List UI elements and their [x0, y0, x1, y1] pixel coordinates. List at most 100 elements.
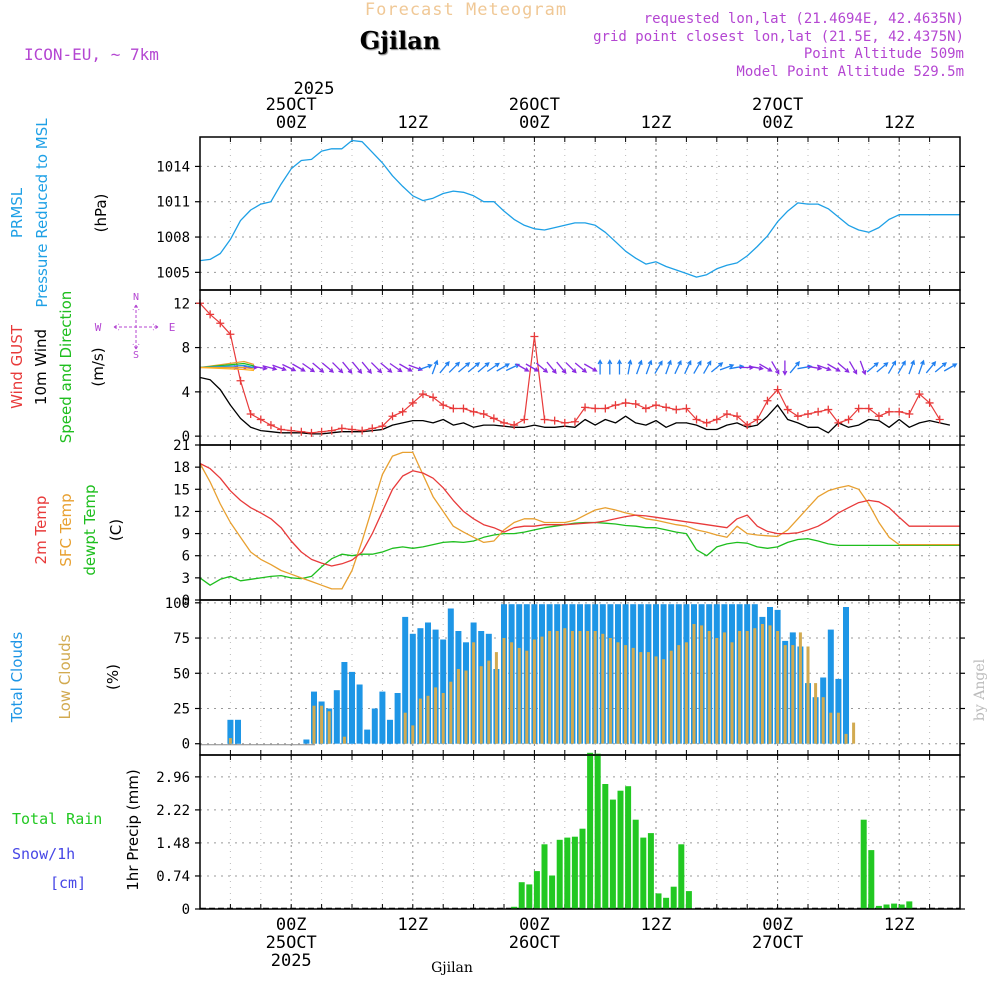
gust-marker — [317, 427, 326, 436]
low-cloud-bar — [783, 645, 787, 744]
gust-marker — [500, 418, 508, 427]
low-cloud-bar — [593, 631, 597, 744]
gust-marker — [682, 404, 691, 413]
low-cloud-bar — [570, 631, 574, 744]
wind-direction-arrow — [748, 365, 764, 371]
y-tick-label: 75 — [173, 631, 190, 647]
top-date-label: 25OCT — [266, 95, 317, 115]
y-tick-label: 6 — [182, 549, 190, 565]
rain-bar — [594, 753, 601, 909]
wind-direction-arrow — [525, 363, 540, 372]
wind-direction-arrow — [583, 363, 598, 372]
low-cloud-bar — [411, 725, 415, 744]
wind-fan-line — [199, 362, 255, 369]
compass-arrows — [113, 304, 159, 350]
gust-marker — [337, 424, 346, 433]
gust-marker — [834, 418, 843, 427]
low-cloud-bar — [776, 631, 780, 744]
wind-direction-arrow — [262, 365, 278, 371]
wind-fan-line — [200, 366, 255, 370]
wind-direction-arrow — [934, 362, 947, 373]
gust-marker — [429, 393, 438, 402]
low-cloud-bar — [624, 645, 628, 744]
temp-2m-label: 2m Temp — [32, 496, 50, 565]
wind-fan-line — [199, 360, 255, 369]
wind-direction-arrow — [597, 359, 603, 375]
compass-rose: N S W E — [95, 292, 176, 361]
wind-direction-arrow — [477, 362, 490, 373]
low-cloud-bar — [806, 646, 810, 744]
wind-direction-arrow — [759, 363, 773, 372]
gust-marker — [439, 401, 448, 410]
gust-marker — [753, 415, 762, 424]
wind-fan-line — [199, 364, 255, 369]
gust-marker — [591, 404, 600, 413]
gust-marker — [692, 415, 701, 424]
total-cloud-bar — [349, 671, 355, 744]
total-rain-label: Total Rain — [12, 810, 102, 828]
dewpoint-line — [200, 521, 960, 586]
low-cloud-bar — [798, 632, 802, 744]
gust-marker — [712, 415, 721, 424]
gust-marker — [743, 421, 752, 430]
gust-marker — [479, 410, 488, 418]
wind-direction-arrow — [515, 363, 530, 372]
total-cloud-bar — [235, 719, 241, 744]
compass-n: N — [133, 292, 139, 303]
total-cloud-bar — [356, 684, 363, 744]
low-cloud-bar — [662, 659, 666, 744]
bottom-date-label: 25OCT — [266, 933, 317, 953]
top-hour-label: 12Z — [397, 113, 428, 133]
gust-marker — [358, 426, 367, 435]
gust-marker — [246, 410, 255, 418]
gust-marker — [631, 400, 640, 409]
gust-marker — [297, 427, 306, 436]
location-title: Gjilan — [360, 26, 440, 55]
gust-marker — [327, 426, 336, 435]
wind-unit: (m/s) — [89, 347, 107, 386]
low-cloud-bar — [320, 705, 324, 744]
sfc-temp-line — [200, 451, 960, 590]
bottom-year-label: 2025 — [271, 951, 312, 971]
wind-direction-arrow — [782, 360, 788, 376]
gust-marker — [925, 398, 934, 407]
wind-direction-arrow — [467, 362, 481, 373]
rain-bar — [860, 819, 867, 909]
gust-marker — [560, 418, 569, 427]
wind-direction-arrow — [789, 361, 800, 374]
gust-marker — [672, 405, 681, 414]
gust-marker — [459, 404, 468, 413]
wind-direction-arrow — [439, 361, 450, 374]
low-cloud-bar — [836, 712, 840, 744]
total-cloud-bar — [440, 639, 447, 744]
wind-direction-arrow — [897, 360, 906, 374]
wind-direction-arrow — [908, 359, 916, 375]
total-clouds-label: Total Clouds — [8, 632, 26, 724]
clouds-unit: (%) — [104, 664, 122, 690]
rain-bar — [533, 871, 540, 909]
rain-bar — [678, 844, 685, 909]
wind-direction-arrow — [674, 359, 682, 375]
wind-direction-arrow — [448, 361, 461, 373]
direction-label: Speed and Direction — [57, 291, 75, 444]
pressure-label-1: PRMSL — [8, 187, 26, 238]
wind-direction-arrow — [292, 363, 306, 372]
rain-bar — [609, 799, 616, 909]
gust-marker — [540, 415, 549, 424]
low-cloud-bar — [722, 632, 726, 744]
total-cloud-bar — [843, 607, 849, 744]
wind-direction-arrow — [848, 361, 858, 375]
wind-direction-arrow — [876, 362, 889, 373]
low-cloud-bar — [426, 695, 430, 744]
model-altitude: Model Point Altitude 529.5m — [736, 64, 964, 80]
low-cloud-bar — [449, 681, 453, 744]
gust-marker — [773, 385, 782, 394]
wind-direction-arrow — [431, 359, 439, 375]
wind-direction-arrow — [361, 361, 372, 374]
wind-direction-arrow — [546, 361, 557, 374]
low-cloud-bar — [707, 631, 711, 744]
gust-marker — [418, 390, 427, 399]
total-cloud-bar — [425, 622, 431, 744]
bottom-date-label: 27OCT — [752, 933, 803, 953]
total-cloud-bar — [835, 678, 842, 744]
